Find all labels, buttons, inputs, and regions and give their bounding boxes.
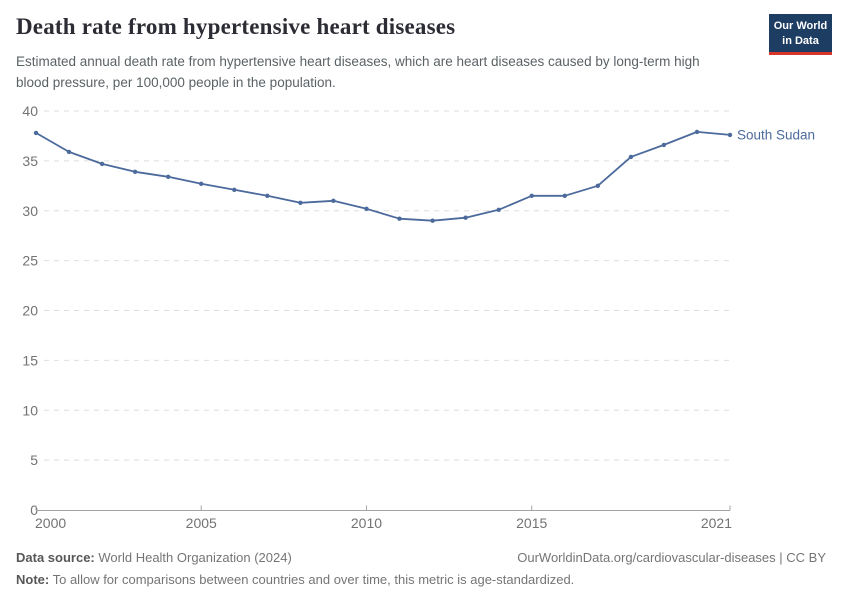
chart-subtitle: Estimated annual death rate from hyperte… xyxy=(16,54,700,90)
data-point-marker[interactable] xyxy=(132,169,138,174)
logo-line-1: Our World xyxy=(773,20,828,32)
y-axis-tick-label: 10 xyxy=(22,402,38,418)
data-point-marker[interactable] xyxy=(595,183,600,188)
line-chart[interactable]: 0 5 10 15 20 25 30 35 40 2000 2005 2010 2015 2021 Sout… xyxy=(0,95,850,545)
data-point-marker[interactable] xyxy=(33,130,39,136)
data-point-marker[interactable] xyxy=(66,149,72,155)
data-point-marker[interactable] xyxy=(661,142,667,148)
y-axis-tick-label: 35 xyxy=(22,153,38,169)
x-axis-tick-label: 2005 xyxy=(186,515,217,531)
data-point-marker[interactable] xyxy=(199,181,204,186)
logo-line-2: in Data xyxy=(782,34,819,47)
attribution-link[interactable]: OurWorldinData.org/cardiovascular-diseas… xyxy=(517,550,826,565)
data-point-marker[interactable] xyxy=(397,216,402,221)
footer-note: Note: To allow for comparisons between c… xyxy=(16,571,826,589)
note-value: To allow for comparisons between countri… xyxy=(52,572,575,588)
series-line[interactable] xyxy=(35,131,731,222)
data-source: Data source: World Health Organization (… xyxy=(16,549,292,567)
data-point-marker[interactable] xyxy=(694,129,700,135)
x-axis-tick-label: 2015 xyxy=(516,515,547,531)
data-point-marker[interactable] xyxy=(496,207,501,212)
x-axis-tick-label: 2010 xyxy=(351,515,382,531)
y-axis-tick-label: 15 xyxy=(22,352,38,368)
data-point-marker[interactable] xyxy=(298,200,303,205)
data-point-marker[interactable] xyxy=(628,154,634,160)
data-point-marker[interactable] xyxy=(99,161,105,167)
data-point-marker[interactable] xyxy=(562,193,567,198)
y-axis-tick-label: 20 xyxy=(22,303,38,319)
chart-footer: Data source: World Health Organization (… xyxy=(16,549,826,589)
data-point-marker[interactable] xyxy=(232,187,237,192)
data-point-marker[interactable] xyxy=(463,215,468,220)
data-point-marker[interactable] xyxy=(430,218,435,223)
y-axis-tick-label: 30 xyxy=(22,203,38,219)
y-axis-tick-label: 0 xyxy=(30,502,38,518)
note-label: Note: xyxy=(16,572,50,588)
series-label[interactable]: South Sudan xyxy=(737,127,815,142)
y-axis-tick-label: 5 xyxy=(30,452,38,468)
y-axis-tick-label: 40 xyxy=(22,103,38,119)
data-point-marker[interactable] xyxy=(727,132,733,138)
data-point-marker[interactable] xyxy=(331,198,336,203)
data-point-marker[interactable] xyxy=(265,193,270,198)
data-source-value: World Health Organization (2024) xyxy=(98,550,292,565)
y-axis-tick-label: 25 xyxy=(22,253,38,269)
x-axis-tick-label: 2000 xyxy=(35,515,66,531)
page-title: Death rate from hypertensive heart disea… xyxy=(16,14,456,39)
data-source-label: Data source: xyxy=(16,550,95,565)
data-point-marker[interactable] xyxy=(364,206,369,211)
owid-logo[interactable]: Our World in Data xyxy=(769,14,832,56)
data-point-marker[interactable] xyxy=(529,193,534,198)
data-point-marker[interactable] xyxy=(166,174,171,179)
x-axis-tick-label: 2021 xyxy=(701,515,732,531)
